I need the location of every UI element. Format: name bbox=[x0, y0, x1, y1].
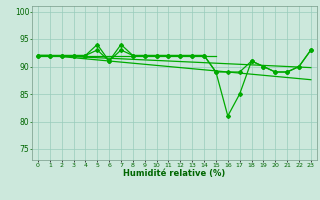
X-axis label: Humidité relative (%): Humidité relative (%) bbox=[123, 169, 226, 178]
